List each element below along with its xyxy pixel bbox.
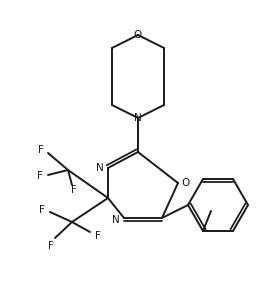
Text: F: F (38, 145, 44, 155)
Text: N: N (112, 215, 120, 225)
Text: F: F (71, 185, 77, 195)
Text: O: O (134, 30, 142, 40)
Text: F: F (95, 231, 101, 241)
Text: O: O (182, 178, 190, 188)
Text: N: N (96, 163, 104, 173)
Text: F: F (39, 205, 45, 215)
Text: N: N (134, 113, 142, 123)
Text: F: F (37, 171, 43, 181)
Text: F: F (48, 241, 54, 251)
